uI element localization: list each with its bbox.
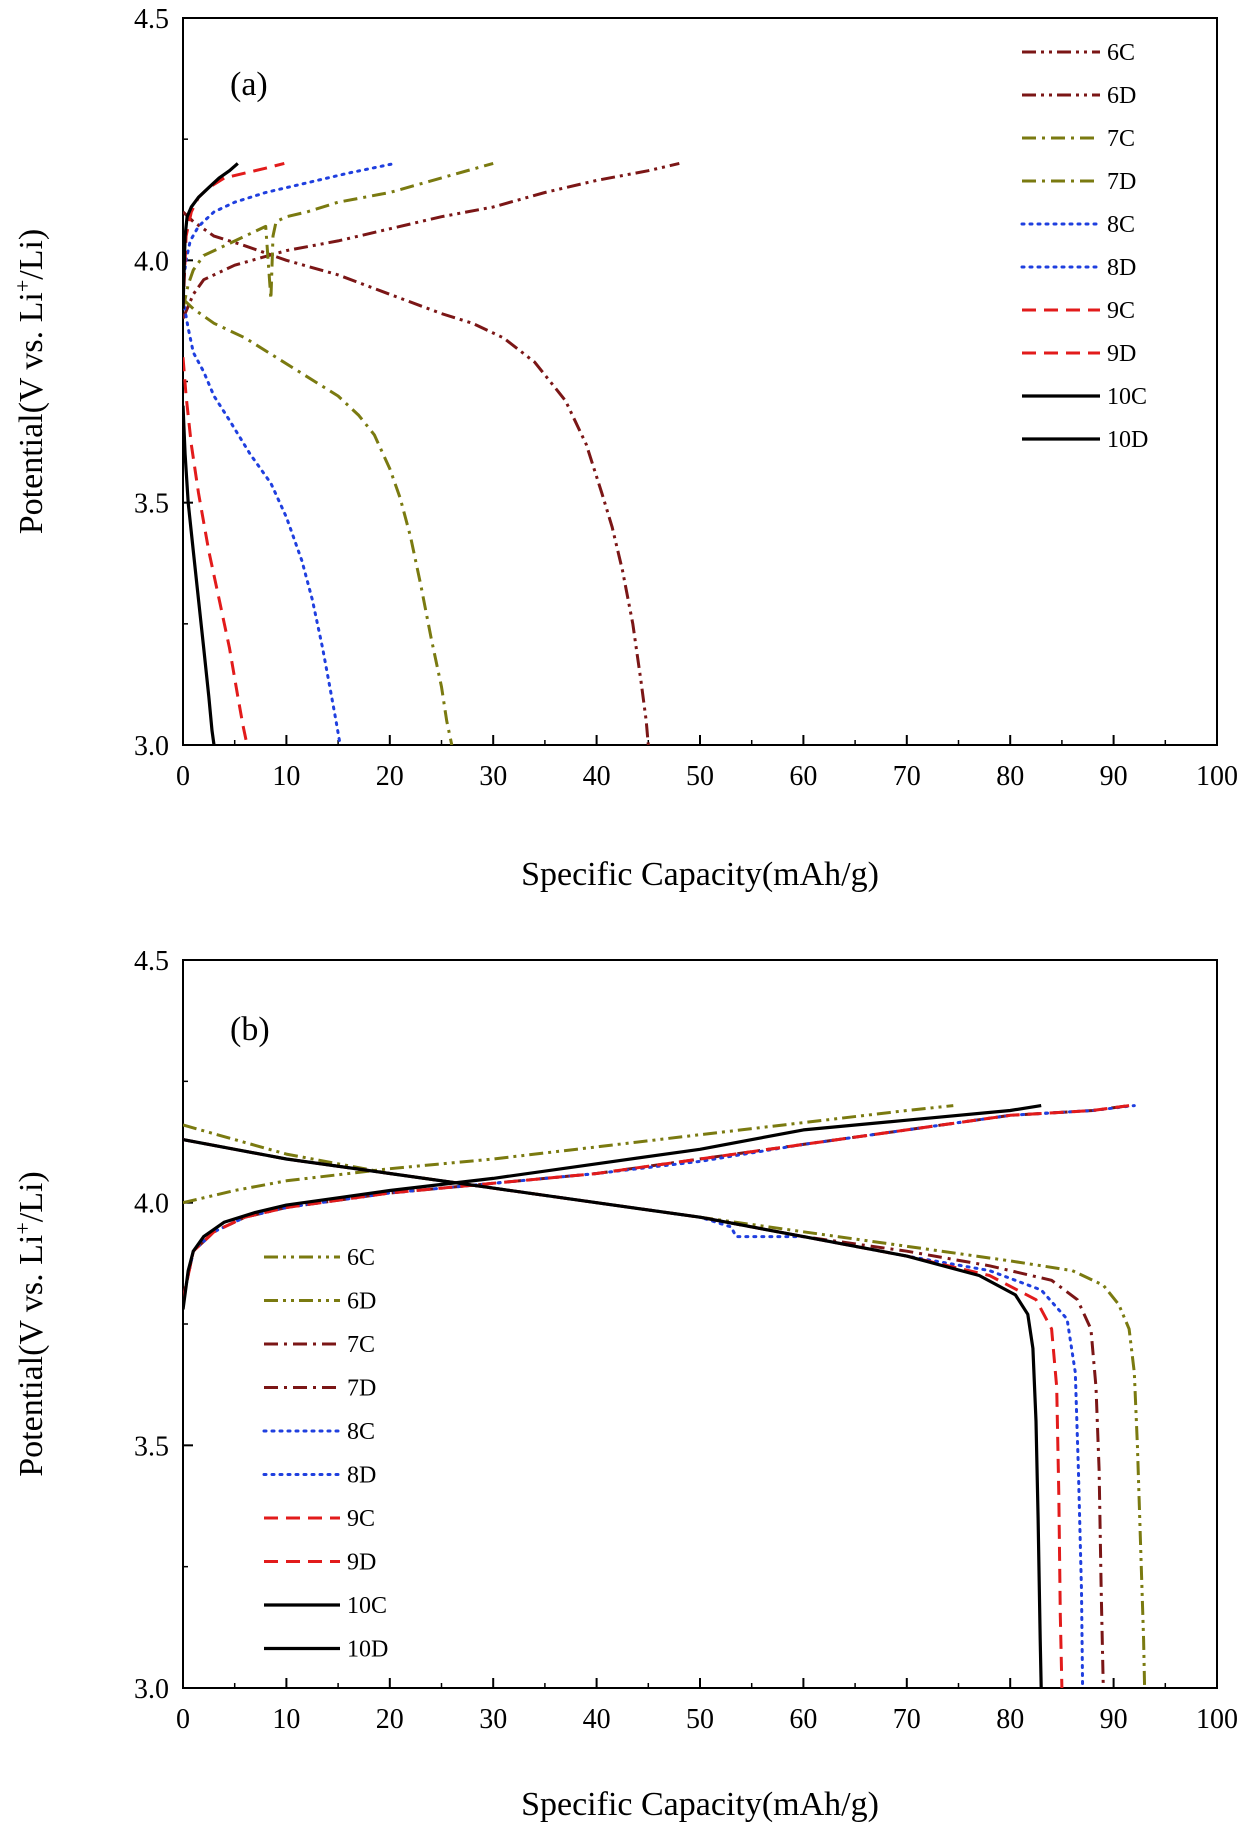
legend-label-7D: 7D: [1107, 169, 1136, 195]
x-tick-label: 10: [272, 761, 300, 792]
x-tick-label: 80: [996, 1704, 1024, 1735]
panel-b: 0 10 20 30 40 50 60 70 80 90 100 3.0 3.5 4.0 4.5 Specif…: [10, 946, 1238, 1823]
series-line-10C: [183, 1104, 1042, 1310]
legend-label-6C: 6C: [1107, 40, 1135, 66]
legend-label-10D: 10D: [347, 1637, 388, 1663]
panel-label: (b): [230, 1011, 270, 1048]
plot-frame: [182, 959, 1218, 1689]
x-tick-label: 20: [376, 1704, 404, 1735]
legend-label-7C: 7C: [347, 1332, 375, 1358]
series-line-9C: [183, 1104, 1130, 1301]
x-tick-label: 60: [789, 1704, 817, 1735]
legend-label-9D: 9D: [1107, 341, 1136, 367]
y-axis-title-suffix: /Li): [13, 1171, 50, 1222]
y-axis-title: Potential(V vs. Li+/Li): [10, 229, 50, 535]
legend-label-8C: 8C: [347, 1419, 375, 1445]
y-tick-label: 3.0: [134, 731, 169, 762]
legend-label-10C: 10C: [1107, 384, 1147, 410]
series-line-9C: [183, 161, 285, 309]
y-tick-label: 4.5: [134, 946, 169, 977]
series-line-8C: [183, 161, 397, 287]
series-line-6D: [183, 210, 650, 745]
y-tick-label: 3.0: [134, 1674, 169, 1705]
series-group: [183, 1104, 1147, 1688]
legend: 6C 6D 7C 7D 8C 8D 9C 9D 10C 10D: [262, 1245, 388, 1663]
panel-label: (a): [230, 66, 268, 103]
y-tick-label: 4.5: [134, 4, 169, 35]
x-tick-label: 50: [686, 761, 714, 792]
series-group: [183, 161, 680, 745]
series-line-10C: [183, 162, 239, 309]
legend-label-8D: 8D: [347, 1463, 376, 1489]
legend-label-10C: 10C: [347, 1593, 387, 1619]
x-tick-label: 60: [789, 761, 817, 792]
series-line-7D: [183, 298, 454, 745]
x-tick-label: 0: [176, 761, 190, 792]
x-tick-label: 50: [686, 1704, 714, 1735]
legend-label-10D: 10D: [1107, 427, 1148, 453]
y-axis-title-superscript: +: [10, 280, 35, 292]
legend-label-9D: 9D: [347, 1550, 376, 1576]
y-axis-title-prefix: Potential(V vs. Li: [13, 292, 50, 534]
y-axis-title-suffix: /Li): [13, 229, 50, 280]
series-line-9D: [183, 357, 249, 745]
legend-label-8D: 8D: [1107, 255, 1136, 281]
x-axis-title: Specific Capacity(mAh/g): [521, 856, 879, 893]
series-line-8D: [183, 297, 342, 745]
legend: 6C 6D 7C 7D 8C 8D 9C 9D 10C 10D: [1020, 40, 1148, 453]
y-tick-label: 4.0: [134, 246, 169, 277]
x-tick-label: 30: [479, 761, 507, 792]
series-line-7C: [183, 161, 494, 310]
panel-a: 0 10 20 30 40 50 60 70 80 90 100 3.0 3.5 4.0 4.5 Specif…: [10, 4, 1238, 893]
x-tick-label: 40: [583, 1704, 611, 1735]
legend-label-9C: 9C: [1107, 298, 1135, 324]
legend-label-9C: 9C: [347, 1506, 375, 1532]
legend-label-6D: 6D: [347, 1289, 376, 1315]
x-tick-label: 70: [893, 1704, 921, 1735]
y-tick-label: 3.5: [134, 489, 169, 520]
x-tick-label: 70: [893, 761, 921, 792]
y-tick-label: 3.5: [134, 1431, 169, 1462]
x-tick-label: 90: [1100, 761, 1128, 792]
legend-label-8C: 8C: [1107, 212, 1135, 238]
x-tick-label: 40: [583, 761, 611, 792]
x-tick-label: 30: [479, 1704, 507, 1735]
series-line-6C: [183, 1104, 954, 1205]
x-tick-label: 10: [272, 1704, 300, 1735]
x-tick-label: 100: [1196, 761, 1238, 792]
x-tick-label: 100: [1196, 1704, 1238, 1735]
plot-frame: [182, 17, 1218, 746]
series-line-10D: [183, 1138, 1043, 1688]
x-tick-label: 80: [996, 761, 1024, 792]
x-tick-label: 0: [176, 1704, 190, 1735]
series-line-6C: [183, 161, 680, 320]
y-axis-title: Potential(V vs. Li+/Li): [10, 1171, 50, 1477]
legend-label-6C: 6C: [347, 1245, 375, 1271]
x-tick-label: 90: [1100, 1704, 1128, 1735]
series-line-10D: [183, 405, 216, 745]
y-axis-title-superscript: +: [10, 1222, 35, 1234]
x-tick-label: 20: [376, 761, 404, 792]
legend-label-6D: 6D: [1107, 83, 1136, 109]
y-axis-title-prefix: Potential(V vs. Li: [13, 1235, 50, 1477]
legend-label-7C: 7C: [1107, 126, 1135, 152]
y-tick-label: 4.0: [134, 1189, 169, 1220]
x-axis-title: Specific Capacity(mAh/g): [521, 1786, 879, 1823]
legend-label-7D: 7D: [347, 1376, 376, 1402]
